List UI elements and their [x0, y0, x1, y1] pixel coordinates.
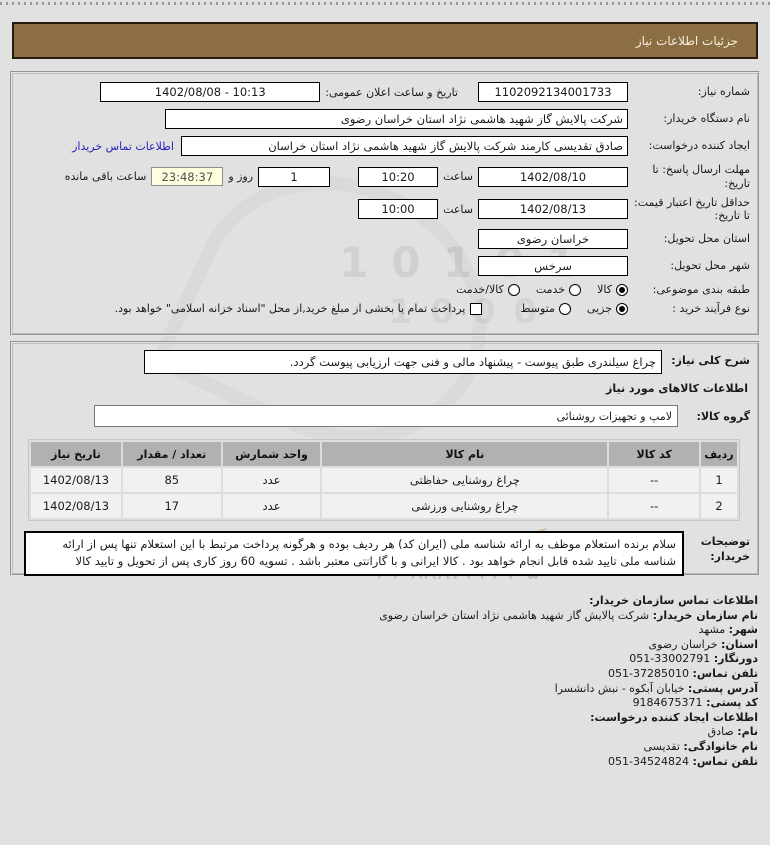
delivery-city-row: شهر محل تحویل: سرخس — [20, 256, 750, 276]
announce-datetime-field[interactable]: 1402/08/08 - 10:13 — [100, 82, 321, 102]
goods-group-row: گروه کالا: لامپ و تجهیزات روشنائی — [20, 405, 750, 427]
cell-goods-code: -- — [609, 494, 700, 518]
buyer-contact-section: اطلاعات تماس سازمان خریدار: نام سازمان خ… — [12, 594, 758, 769]
contact-item: استان: خراسان رضوی — [648, 637, 758, 651]
deadline-row: مهلت ارسال پاسخ: تا تاریخ: 1402/08/10 سا… — [20, 163, 750, 191]
need-items-panel: شرح کلی نیاز: چراغ سیلندری طبق پیوست - پ… — [10, 341, 760, 576]
page-title: جزئیات اطلاعات نیاز — [635, 33, 738, 48]
validity-hour-label: ساعت — [443, 202, 473, 216]
deadline-date-field[interactable]: 1402/08/10 — [478, 166, 628, 187]
buyer-org-field[interactable]: شرکت پالایش گاز شهید هاشمی نژاد استان خر… — [165, 109, 628, 129]
radio-icon[interactable] — [507, 283, 520, 296]
contact-item: شهر: مشهد — [698, 623, 758, 637]
buyer-org-label: نام دستگاه خریدار: — [663, 112, 750, 126]
category-option-service[interactable]: خدمت — [536, 283, 582, 296]
need-number-field[interactable]: 1102092134001733 — [478, 82, 628, 102]
contact-item: کد پستی: 9184675371 — [632, 696, 758, 710]
category-option-goods[interactable]: کالا — [597, 283, 628, 296]
col-header-need-date: تاریخ نیاز — [31, 442, 121, 466]
cell-need-date: 1402/08/13 — [31, 468, 121, 492]
items-table-header-row: ردیف کد کالا نام کالا واحد شمارش تعداد /… — [31, 442, 737, 466]
need-description-label: شرح کلی نیاز: — [671, 354, 750, 367]
delivery-city-field[interactable]: سرخس — [478, 256, 628, 276]
validity-date-field[interactable]: 1402/08/13 — [478, 199, 628, 220]
deadline-hour-label: ساعت — [443, 170, 473, 184]
cell-need-date: 1402/08/13 — [31, 494, 121, 518]
validity-label: حداقل تاریخ اعتبار قیمت: تا تاریخ: — [634, 195, 750, 223]
contact-section-heading: اطلاعات تماس سازمان خریدار: — [589, 594, 758, 607]
category-row: طبقه بندی موضوعی: کالا خدمت کالا/خدمت — [20, 283, 750, 297]
top-dotted-divider — [0, 2, 770, 5]
need-info-panel: شماره نیاز: 1102092134001733 تاریخ و ساع… — [10, 71, 760, 336]
days-remaining-field[interactable]: 1 — [258, 166, 331, 187]
buyer-notes-field[interactable]: سلام برنده استعلام موظف به ارائه شناسه م… — [24, 531, 684, 576]
col-header-unit: واحد شمارش — [222, 442, 321, 466]
contact-item: آدرس پستی: خیابان آبکوه - نبش دانشسرا — [554, 681, 758, 695]
process-type-label: نوع فرآیند خرید : — [672, 301, 750, 315]
process-type-row: نوع فرآیند خرید : جزیی متوسط پرداخت تمام… — [20, 302, 750, 316]
days-label: روز و — [228, 170, 254, 184]
radio-icon[interactable] — [558, 302, 571, 315]
cell-goods-name: چراغ روشنایی ورزشی — [322, 494, 608, 518]
countdown-timer: 23:48:37 — [151, 167, 224, 187]
buyer-contact-link[interactable]: اطلاعات تماس خریدار — [72, 139, 174, 153]
category-option-goods-service[interactable]: کالا/خدمت — [456, 283, 520, 296]
table-row: 1 -- چراغ روشنایی حفاظتی عدد 85 1402/08/… — [31, 468, 737, 492]
delivery-city-label: شهر محل تحویل: — [670, 259, 750, 273]
radio-icon[interactable] — [569, 283, 582, 296]
contact-item: نام سازمان خریدار: شرکت پالایش گاز شهید … — [379, 608, 758, 622]
cell-quantity: 17 — [122, 494, 221, 518]
creator-section-heading: اطلاعات ایجاد کننده درخواست: — [590, 710, 758, 724]
process-option-medium[interactable]: متوسط — [520, 302, 571, 315]
contact-item: تلفن تماس: 37285010-051 — [608, 666, 758, 680]
radio-selected-icon[interactable] — [616, 283, 628, 296]
countdown-label: ساعت باقی مانده — [64, 170, 147, 184]
goods-group-field[interactable]: لامپ و تجهیزات روشنائی — [94, 405, 678, 427]
contact-item: تلفن تماس: 34524824-051 — [608, 754, 758, 768]
col-header-row-number: ردیف — [701, 442, 737, 466]
need-description-field[interactable]: چراغ سیلندری طبق پیوست - پیشنهاد مالی و … — [144, 350, 662, 374]
col-header-goods-code: کد کالا — [609, 442, 700, 466]
price-validity-row: حداقل تاریخ اعتبار قیمت: تا تاریخ: 1402/… — [20, 196, 750, 224]
deadline-label: مهلت ارسال پاسخ: تا تاریخ: — [652, 163, 750, 190]
need-number-row: شماره نیاز: 1102092134001733 تاریخ و ساع… — [20, 82, 750, 102]
category-label: طبقه بندی موضوعی: — [652, 283, 750, 296]
contact-item: نام: صادق — [707, 725, 758, 739]
goods-group-label: گروه کالا: — [696, 409, 750, 423]
creator-label: ایجاد کننده درخواست: — [648, 139, 750, 153]
items-table: ردیف کد کالا نام کالا واحد شمارش تعداد /… — [28, 439, 740, 521]
process-option-minor[interactable]: جزیی — [587, 302, 628, 315]
creator-row: ایجاد کننده درخواست: صادق تقدیسی کارمند … — [20, 136, 750, 156]
validity-time-field[interactable]: 10:00 — [358, 199, 439, 220]
delivery-province-row: استان محل تحویل: خراسان رضوی — [20, 229, 750, 249]
deadline-time-field[interactable]: 10:20 — [358, 166, 439, 187]
delivery-province-field[interactable]: خراسان رضوی — [478, 229, 628, 249]
contact-item: نام خانوادگی: تقدیسی — [643, 739, 758, 753]
treasury-payment-option[interactable]: پرداخت تمام یا بخشی از مبلغ خرید,از محل … — [115, 302, 483, 315]
need-number-label: شماره نیاز: — [697, 85, 750, 99]
announce-datetime-label: تاریخ و ساعت اعلان عمومی: — [325, 85, 458, 99]
need-description-row: شرح کلی نیاز: چراغ سیلندری طبق پیوست - پ… — [20, 350, 750, 374]
cell-goods-name: چراغ روشنایی حفاظتی — [322, 468, 608, 492]
buyer-notes-label: توضیحات خریدار: — [700, 535, 750, 564]
cell-row-number: 2 — [701, 494, 737, 518]
checkbox-icon[interactable] — [470, 302, 483, 315]
creator-field[interactable]: صادق تقدیسی کارمند شرکت پالایش گاز شهید … — [181, 136, 628, 156]
radio-selected-icon[interactable] — [616, 302, 628, 315]
cell-unit: عدد — [222, 468, 321, 492]
cell-unit: عدد — [222, 494, 321, 518]
delivery-province-label: استان محل تحویل: — [663, 232, 750, 246]
col-header-goods-name: نام کالا — [322, 442, 608, 466]
table-row: 2 -- چراغ روشنایی ورزشی عدد 17 1402/08/1… — [31, 494, 737, 518]
buyer-notes-row: توضیحات خریدار: سلام برنده استعلام موظف … — [20, 531, 750, 576]
col-header-quantity: تعداد / مقدار — [122, 442, 221, 466]
cell-goods-code: -- — [609, 468, 700, 492]
cell-quantity: 85 — [122, 468, 221, 492]
contact-item: دورنگار: 33002791-051 — [629, 652, 758, 666]
items-section-heading: اطلاعات کالاهای مورد نیاز — [606, 382, 748, 395]
cell-row-number: 1 — [701, 468, 737, 492]
buyer-org-row: نام دستگاه خریدار: شرکت پالایش گاز شهید … — [20, 109, 750, 129]
page-title-bar: جزئیات اطلاعات نیاز — [12, 22, 758, 59]
